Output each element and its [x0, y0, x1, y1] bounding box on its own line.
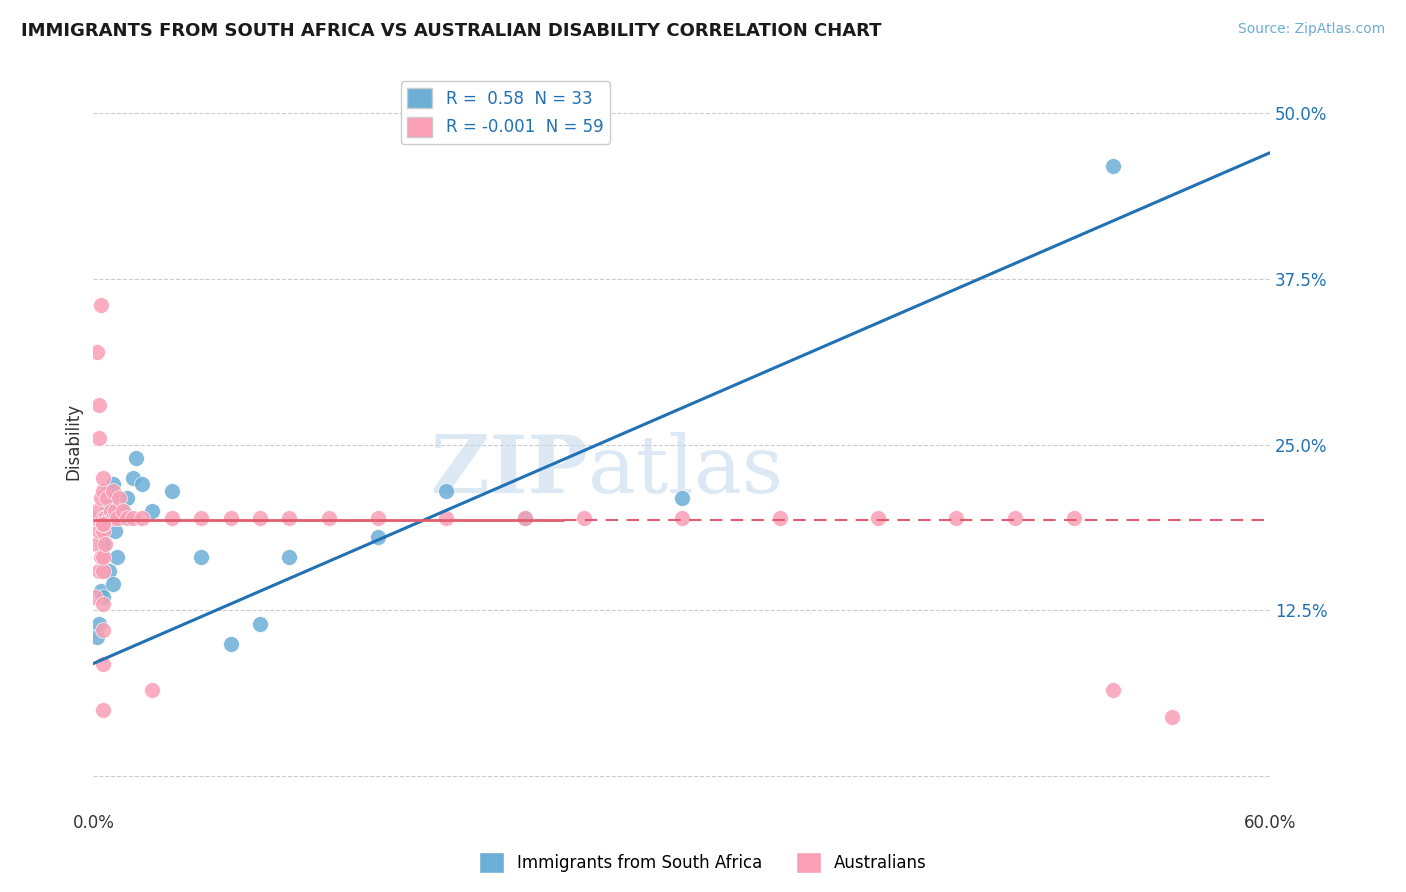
Point	[84, 510, 107, 524]
Point	[91, 591, 114, 605]
Point	[98, 483, 121, 498]
Point	[98, 510, 121, 524]
Point	[91, 597, 114, 611]
Point	[1102, 159, 1125, 173]
Text: IMMIGRANTS FROM SOUTH AFRICA VS AUSTRALIAN DISABILITY CORRELATION CHART: IMMIGRANTS FROM SOUTH AFRICA VS AUSTRALI…	[21, 22, 882, 40]
Point	[278, 550, 301, 565]
Point	[100, 504, 122, 518]
Point	[91, 517, 114, 532]
Point	[91, 564, 114, 578]
Point	[769, 510, 792, 524]
Point	[91, 517, 114, 532]
Point	[1004, 510, 1026, 524]
Point	[141, 504, 163, 518]
Point	[90, 583, 112, 598]
Point	[108, 491, 131, 505]
Point	[278, 510, 301, 524]
Point	[86, 537, 108, 551]
Legend: Immigrants from South Africa, Australians: Immigrants from South Africa, Australian…	[472, 846, 934, 880]
Point	[89, 564, 111, 578]
Point	[91, 524, 114, 538]
Point	[86, 504, 108, 518]
Text: Source: ZipAtlas.com: Source: ZipAtlas.com	[1237, 22, 1385, 37]
Point	[90, 491, 112, 505]
Point	[111, 504, 134, 518]
Point	[101, 483, 124, 498]
Point	[249, 616, 271, 631]
Point	[671, 491, 693, 505]
Point	[866, 510, 889, 524]
Point	[125, 450, 148, 465]
Point	[89, 616, 111, 631]
Point	[94, 510, 117, 524]
Point	[160, 510, 183, 524]
Point	[108, 510, 131, 524]
Point	[105, 550, 128, 565]
Text: ZIP: ZIP	[430, 432, 588, 509]
Point	[94, 510, 117, 524]
Point	[121, 471, 143, 485]
Point	[131, 477, 153, 491]
Point	[671, 510, 693, 524]
Point	[91, 517, 114, 532]
Point	[91, 483, 114, 498]
Point	[115, 491, 138, 505]
Point	[367, 531, 389, 545]
Point	[141, 683, 163, 698]
Point	[160, 483, 183, 498]
Point	[100, 491, 122, 505]
Point	[84, 591, 107, 605]
Point	[104, 524, 127, 538]
Point	[190, 510, 212, 524]
Point	[89, 431, 111, 445]
Y-axis label: Disability: Disability	[65, 402, 82, 480]
Point	[90, 550, 112, 565]
Point	[91, 564, 114, 578]
Point	[91, 471, 114, 485]
Point	[111, 504, 134, 518]
Point	[249, 510, 271, 524]
Point	[98, 564, 121, 578]
Point	[89, 398, 111, 412]
Point	[91, 657, 114, 671]
Point	[513, 510, 536, 524]
Point	[91, 624, 114, 638]
Point	[1102, 683, 1125, 698]
Point	[104, 504, 127, 518]
Point	[90, 298, 112, 312]
Point	[115, 510, 138, 524]
Point	[513, 510, 536, 524]
Point	[121, 510, 143, 524]
Point	[101, 577, 124, 591]
Point	[434, 483, 457, 498]
Point	[94, 537, 117, 551]
Point	[91, 550, 114, 565]
Point	[101, 510, 124, 524]
Point	[101, 477, 124, 491]
Point	[89, 524, 111, 538]
Point	[91, 537, 114, 551]
Point	[86, 344, 108, 359]
Point	[318, 510, 340, 524]
Point	[1063, 510, 1085, 524]
Point	[91, 550, 114, 565]
Point	[86, 630, 108, 644]
Point	[96, 504, 118, 518]
Legend: R =  0.58  N = 33, R = -0.001  N = 59: R = 0.58 N = 33, R = -0.001 N = 59	[401, 81, 610, 144]
Point	[131, 510, 153, 524]
Point	[367, 510, 389, 524]
Point	[190, 550, 212, 565]
Point	[219, 510, 242, 524]
Point	[572, 510, 595, 524]
Point	[219, 637, 242, 651]
Point	[96, 491, 118, 505]
Point	[1161, 709, 1184, 723]
Point	[91, 703, 114, 717]
Point	[945, 510, 967, 524]
Point	[434, 510, 457, 524]
Point	[91, 517, 114, 532]
Text: atlas: atlas	[588, 432, 783, 509]
Point	[91, 510, 114, 524]
Point	[105, 510, 128, 524]
